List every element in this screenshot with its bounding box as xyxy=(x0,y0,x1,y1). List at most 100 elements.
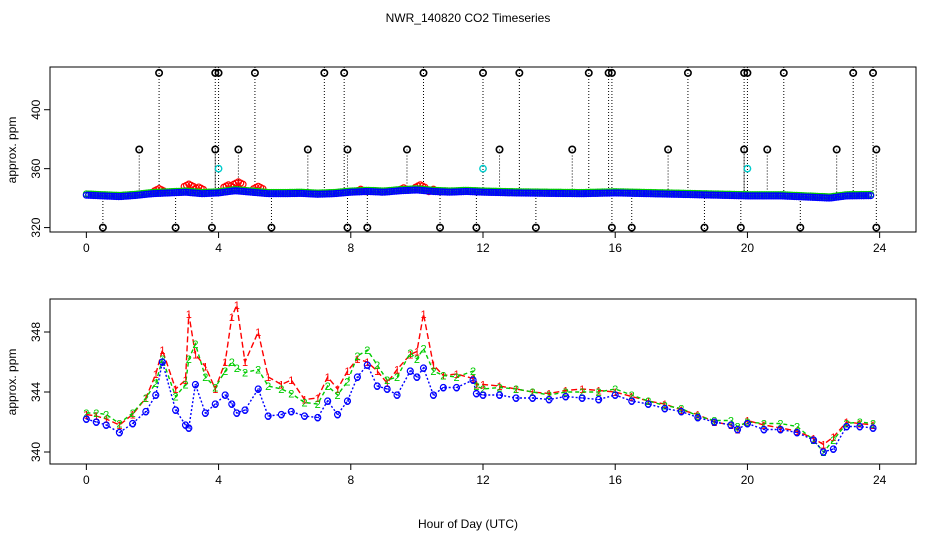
top-point-blue xyxy=(304,190,313,198)
bottom-series-3-circle xyxy=(661,404,669,413)
top-point-blue xyxy=(117,192,125,201)
top-point-blue xyxy=(564,189,572,198)
top-point-blue xyxy=(302,190,310,198)
top-point-blue xyxy=(735,192,743,200)
top-point-blue xyxy=(524,189,532,197)
top-point-blue xyxy=(210,189,218,197)
top-point-blue xyxy=(353,188,361,196)
bottom-series-1-point: 1 xyxy=(255,327,261,339)
top-point-blue xyxy=(522,189,530,197)
top-y-tick-label: 400 xyxy=(29,99,43,119)
bottom-series-3-circle xyxy=(383,385,391,393)
top-point-blue xyxy=(862,192,870,200)
bottom-series-3-point: 3 xyxy=(103,420,109,432)
bottom-x-tick-label: 12 xyxy=(476,473,490,487)
bottom-series-3-point: 3 xyxy=(394,390,400,402)
top-point-blue xyxy=(260,189,269,197)
bottom-series-1-point: 1 xyxy=(234,300,240,312)
top-point-blue xyxy=(402,186,410,195)
top-point-blue xyxy=(751,192,759,200)
top-point-blue xyxy=(483,188,491,196)
bottom-series-3-circle xyxy=(152,391,160,399)
bottom-series-3-point: 3 xyxy=(678,407,684,419)
bottom-series-3-point: 3 xyxy=(844,422,850,434)
bottom-series-1-point: 1 xyxy=(93,411,99,423)
bottom-series-1-point: 1 xyxy=(265,372,271,384)
bottom-series-1-point: 1 xyxy=(229,312,235,324)
top-point-blue xyxy=(628,189,637,197)
top-point-blue xyxy=(341,189,350,197)
top-point-blue xyxy=(126,192,134,200)
top-point-blue xyxy=(742,192,750,200)
bottom-series-2-point: 2 xyxy=(159,354,165,366)
bottom-series-1-point: 1 xyxy=(202,362,208,374)
top-point-blue xyxy=(800,193,808,201)
top-point-blue xyxy=(274,190,282,198)
bottom-series-3-point: 3 xyxy=(212,399,218,411)
top-point-blue xyxy=(561,189,569,198)
top-point-blue xyxy=(464,187,472,196)
bottom-series-3-circle xyxy=(393,391,401,399)
top-point-blue xyxy=(432,187,440,196)
bottom-series-3-circle xyxy=(545,395,553,404)
top-point-blue xyxy=(769,192,778,200)
top-point-blue xyxy=(721,191,729,200)
top-point-blue xyxy=(510,189,519,197)
bottom-series-3-point: 3 xyxy=(629,396,635,408)
bottom-series-2-point: 2 xyxy=(315,399,321,411)
top-point-blue xyxy=(642,190,650,198)
top-point-blue xyxy=(850,192,859,200)
top-flag-marker xyxy=(98,223,107,232)
bottom-series-2-point: 2 xyxy=(374,360,380,372)
bottom-series-3-circle xyxy=(611,391,619,399)
bottom-series-3-point: 3 xyxy=(496,390,502,402)
top-point-blue xyxy=(318,190,326,198)
bottom-series-1-point: 1 xyxy=(480,380,486,392)
top-flag-marker xyxy=(207,223,216,232)
bottom-series-1-point: 1 xyxy=(192,350,198,362)
top-point-blue xyxy=(712,191,720,199)
top-point-blue xyxy=(610,189,618,197)
bottom-series-1-point: 1 xyxy=(159,345,165,357)
top-point-blue xyxy=(279,190,287,198)
top-flag-marker xyxy=(607,223,616,232)
top-point-blue xyxy=(413,186,421,194)
top-point-blue xyxy=(853,192,861,200)
top-point-blue xyxy=(381,188,389,196)
bottom-series-2-point: 2 xyxy=(130,408,136,420)
bottom-series-1-point: 1 xyxy=(278,380,284,392)
top-point-blue xyxy=(369,188,377,196)
top-point-cyan xyxy=(479,164,487,173)
top-flag-marker xyxy=(234,145,243,154)
bottom-x-tick-label: 20 xyxy=(741,473,755,487)
top-point-blue xyxy=(557,189,565,198)
bottom-series-3-point: 3 xyxy=(695,413,701,425)
bottom-series-2-point: 2 xyxy=(143,393,149,405)
bottom-series-2-point: 2 xyxy=(242,368,248,380)
top-point-blue xyxy=(714,191,722,199)
bottom-y-tick-label: 344 xyxy=(29,382,43,402)
top-point-blue xyxy=(105,192,114,200)
top-flag-marker xyxy=(849,68,858,77)
top-y-tick-label: 360 xyxy=(29,158,43,178)
top-point-blue xyxy=(129,192,137,200)
bottom-series-1-point: 1 xyxy=(186,309,192,321)
panel-top-axes: 0 4 8 12 16 20 24 320 360 400 xyxy=(29,99,887,255)
top-point-blue xyxy=(765,192,773,200)
bottom-series-3-circle xyxy=(300,412,309,420)
bottom-series-2-point: 2 xyxy=(301,398,307,410)
bottom-series-1-point: 1 xyxy=(407,350,413,362)
top-point-blue xyxy=(587,189,595,198)
top-point-blue xyxy=(147,190,155,198)
bottom-series-3-point: 3 xyxy=(265,411,271,423)
bottom-series-3-circle xyxy=(191,380,200,389)
top-point-blue xyxy=(459,188,468,196)
bottom-series-1-point: 1 xyxy=(384,378,390,390)
bottom-series-3-point: 3 xyxy=(870,423,876,435)
top-point-blue xyxy=(762,192,771,200)
top-point-blue xyxy=(695,191,704,199)
bottom-series-1-point: 1 xyxy=(810,434,816,446)
bottom-series-3-point: 3 xyxy=(83,414,89,426)
